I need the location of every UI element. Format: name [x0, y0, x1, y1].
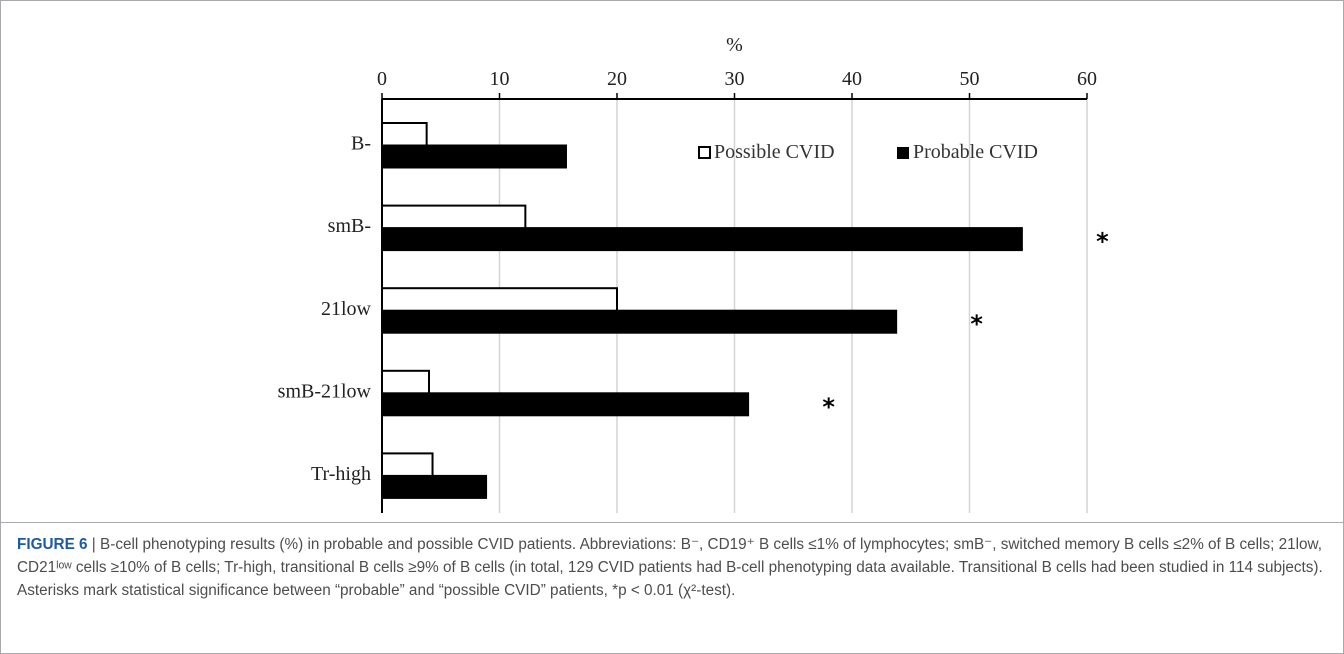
bar-possible-cvid [381, 122, 428, 147]
legend-swatch-probable [897, 147, 909, 159]
bar-probable-cvid [381, 144, 567, 169]
category-label: B- [351, 133, 371, 155]
bar-possible-cvid [381, 204, 527, 230]
category-label: smB- [328, 215, 371, 237]
grid-layer [498, 99, 1088, 513]
bar-possible-cvid [381, 369, 430, 395]
bar-possible-cvid [381, 287, 618, 313]
label-layer: 0 10 20 30 40 50 60% B-smB- * 21low * smB-21low * Tr-… [278, 34, 1109, 485]
significance-marker: * [822, 393, 835, 421]
x-axis-label: % [726, 34, 743, 56]
bar-possible-cvid [381, 452, 434, 478]
bar-probable-cvid [381, 392, 750, 417]
bar-probable-cvid [381, 309, 898, 334]
bar-probable-cvid [381, 227, 1023, 252]
x-tick-label: 0 [377, 68, 387, 90]
category-label: 21low [321, 298, 372, 320]
x-tick-label: 50 [960, 68, 980, 90]
caption-text: | B-cell phenotyping results (%) in prob… [17, 536, 1323, 599]
x-tick-label: 20 [607, 68, 627, 90]
x-tick-label: 30 [725, 68, 745, 90]
caption-divider [1, 522, 1343, 523]
bar-chart: 0 10 20 30 40 50 60% B-smB- * 21low * smB-21low * Tr-… [278, 34, 1109, 513]
figure-label: FIGURE 6 [17, 536, 88, 553]
legend-label-probable: Probable CVID [913, 141, 1038, 163]
legend-label-possible: Possible CVID [714, 141, 835, 163]
significance-marker: * [970, 310, 983, 338]
figure-caption: FIGURE 6 | B-cell phenotyping results (%… [17, 533, 1335, 602]
significance-marker: * [1096, 228, 1109, 256]
x-tick-label: 40 [842, 68, 862, 90]
category-label: Tr-high [311, 463, 371, 485]
x-tick-label: 10 [490, 68, 510, 90]
bar-probable-cvid [381, 474, 488, 499]
legend-swatch-possible [698, 146, 711, 159]
legend: Possible CVID Probable CVID [698, 141, 1038, 163]
x-tick-label: 60 [1077, 68, 1097, 90]
category-label: smB-21low [278, 380, 372, 402]
bar-layer [381, 122, 1023, 499]
